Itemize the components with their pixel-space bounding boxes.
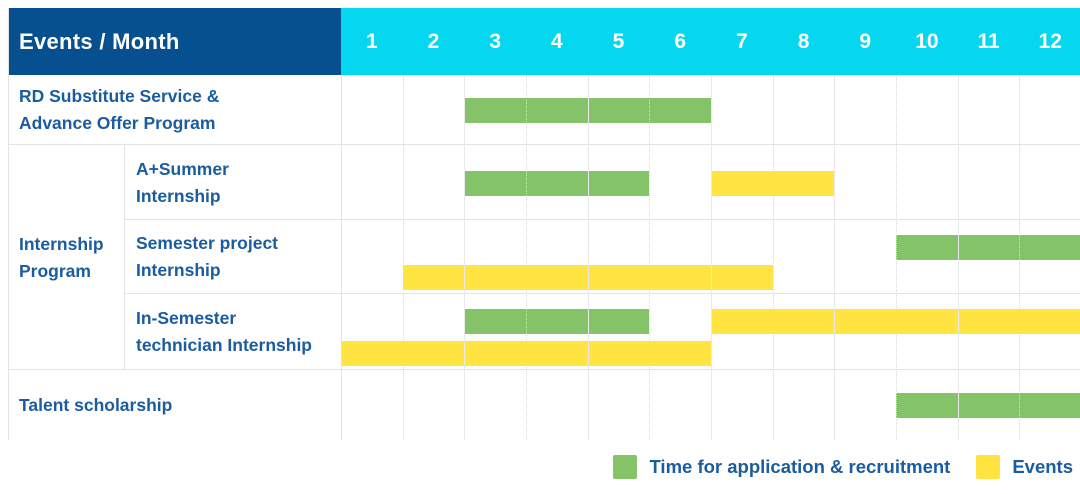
row-label-line: Talent scholarship (19, 394, 173, 415)
row-label-line: RD Substitute Service & (19, 86, 220, 106)
row-label: In-Semester technician Internship (125, 294, 341, 370)
bar-green (896, 235, 1080, 260)
month-header-cell-5: 5 (612, 29, 625, 53)
month-gridline (834, 75, 836, 440)
row-border (125, 293, 1080, 294)
month-gridline (526, 75, 527, 440)
month-header-cell-1: 1 (365, 29, 378, 53)
group-label-line: Program (19, 260, 91, 281)
row-label-line: Internship (136, 185, 221, 206)
row-bars (341, 145, 1080, 220)
legend-label: Events (1012, 456, 1073, 477)
month-header: 1 2 3 4 5 6 7 8 9 10 11 12 (341, 8, 1080, 75)
bar-green (464, 170, 650, 196)
schedule-row-1: RD Substitute Service & Advance Offer Pro… (9, 75, 1080, 145)
schedule-table: Events / Month 1 2 3 4 5 6 7 8 9 10 11 12 RD Substi… (8, 8, 1080, 440)
row-label: A+Summer Internship (125, 145, 341, 220)
group-label-line: Internship (19, 233, 104, 254)
month-header-cell-2: 2 (427, 29, 440, 53)
bar-green (896, 393, 1080, 418)
legend-label: Time for application & recruitment (649, 456, 951, 477)
row-label-line: Internship (136, 260, 221, 280)
month-gridline (772, 75, 774, 440)
legend: Time for application & recruitment Events (613, 453, 1073, 481)
row-label-line: A+Summer (136, 158, 229, 179)
month-header-cell-3: 3 (489, 29, 502, 53)
bar-yellow (711, 309, 1080, 334)
group-label-internship-program: Internship Program (9, 145, 125, 370)
legend-item-yellow: Events (976, 455, 1073, 479)
month-gridline (957, 75, 959, 440)
row-label: Talent scholarship (9, 370, 341, 440)
schedule-row-5: Talent scholarship (9, 370, 1080, 440)
legend-swatch-green-icon (613, 455, 638, 479)
header-events-month-label: Events / Month (19, 28, 180, 54)
month-header-cell-7: 7 (736, 29, 748, 53)
month-gridline (402, 75, 404, 440)
row-label: Semester project Internship (125, 220, 341, 294)
schedule-row-3: Semester project Internship (9, 220, 1080, 294)
row-label: RD Substitute Service & Advance Offer Pro… (9, 75, 341, 145)
row-border (125, 219, 1080, 220)
row-border (9, 369, 1080, 370)
row-border (9, 144, 1080, 145)
schedule-body: RD Substitute Service & Advance Offer Pro… (9, 75, 1080, 440)
schedule-row-2: A+Summer Internship (9, 145, 1080, 220)
row-label-line: In-Semester (136, 308, 237, 328)
month-header-cell-6: 6 (674, 29, 687, 53)
month-gridline (587, 75, 589, 440)
month-gridline (464, 75, 466, 440)
month-gridline (1019, 75, 1021, 440)
month-header-cell-10: 10 (915, 29, 939, 53)
row-label-line: Semester project (136, 233, 279, 253)
header-events-month-cell: Events / Month (9, 8, 341, 75)
month-header-cell-8: 8 (797, 29, 810, 53)
month-header-cell-12: 12 (1038, 29, 1062, 53)
header-row: Events / Month 1 2 3 4 5 6 7 8 9 10 11 12 (9, 8, 1080, 75)
legend-swatch-yellow-icon (976, 455, 1001, 479)
label-chart-divider (341, 75, 342, 440)
month-gridline (711, 75, 712, 440)
row-label-line: technician Internship (136, 335, 312, 355)
month-header-cell-4: 4 (551, 29, 563, 53)
month-header-cell-9: 9 (859, 29, 872, 53)
month-gridline (896, 75, 897, 440)
month-gridline (649, 75, 651, 440)
row-bars (341, 370, 1080, 440)
row-label-line: Advance Offer Program (19, 113, 216, 133)
month-header-cell-11: 11 (977, 29, 1000, 53)
schedule-row-4: In-Semester technician Internship (9, 294, 1080, 370)
bar-green (464, 309, 650, 334)
legend-item-green: Time for application & recruitment (613, 455, 950, 479)
